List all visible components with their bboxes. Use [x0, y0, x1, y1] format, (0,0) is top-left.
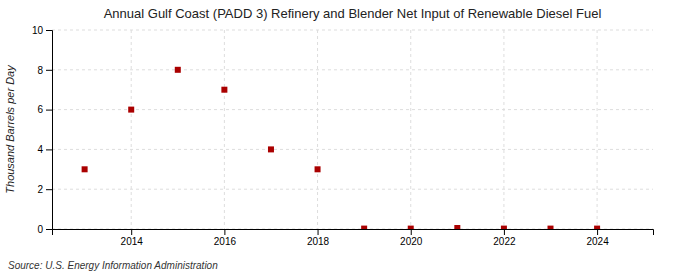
grid-line-x [410, 30, 411, 229]
y-tick: 2 [37, 184, 52, 195]
point [594, 226, 600, 229]
x-tick: 2014 [121, 229, 144, 247]
point [128, 107, 134, 113]
y-tick: 10 [32, 25, 52, 36]
y-tick: 8 [37, 65, 52, 76]
y-tick-label: 0 [37, 224, 43, 235]
x-tick-mark [504, 229, 505, 235]
x-axis-line [53, 230, 654, 236]
y-tick-label: 2 [37, 184, 43, 195]
x-tick: 2020 [400, 229, 423, 247]
x-tick: 2022 [493, 229, 516, 247]
x-tick-label: 2024 [586, 236, 609, 247]
points [82, 67, 600, 229]
point [268, 146, 274, 152]
x-tick-mark [224, 229, 225, 235]
point [454, 225, 460, 229]
grid-line-x [224, 30, 225, 229]
y-tick: 6 [37, 104, 52, 115]
x-tick-mark [318, 229, 319, 235]
y-tick: 0 [37, 224, 52, 235]
x-tick-label: 2016 [214, 236, 237, 247]
grid-line-x [317, 30, 318, 229]
grid [52, 30, 653, 229]
title: Annual Gulf Coast (PADD 3) Refinery and … [104, 6, 602, 21]
x-tick: 2018 [307, 229, 330, 247]
y-tick-mark [46, 189, 52, 190]
y-tick-mark [46, 149, 52, 150]
point [175, 67, 181, 73]
y-tick-label: 4 [37, 144, 43, 155]
grid-line-x [597, 30, 598, 229]
y-tick-label: 8 [37, 65, 43, 76]
point [221, 87, 227, 93]
y-axis-title: Thousand Barrels per Day [4, 64, 16, 194]
grid-line-x [131, 30, 132, 229]
source: Source: U.S. Energy Information Administ… [8, 260, 218, 271]
x-tick: 2016 [214, 229, 237, 247]
x-tick-label: 2020 [400, 236, 423, 247]
point [501, 226, 507, 229]
x-tick-mark [597, 229, 598, 235]
grid-line-y [52, 149, 653, 150]
y-tick-mark [46, 70, 52, 71]
point [548, 226, 554, 229]
x-tick-label: 2022 [493, 236, 516, 247]
x-tick-mark [411, 229, 412, 235]
y-tick-mark [46, 229, 52, 230]
grid-line-y [52, 69, 653, 70]
grid-line-y [52, 109, 653, 110]
x-axis: 2014 2016 2018 2020 2022 2024 [53, 229, 654, 247]
y-axis: 0 2 4 6 8 10 [32, 25, 53, 235]
grid-line-y [52, 189, 653, 190]
y-tick-mark [46, 110, 52, 111]
y-tick-mark [46, 30, 52, 31]
x-tick: 2024 [586, 229, 609, 247]
x-tick-mark [131, 229, 132, 235]
point [361, 226, 367, 229]
y-tick-label: 10 [32, 25, 44, 36]
grid-line-x [503, 30, 504, 229]
plot: 2014 2016 2018 2020 2022 2024 0 2 4 6 8 10 [32, 25, 654, 247]
y-tick: 4 [37, 144, 52, 155]
x-tick-label: 2014 [121, 236, 144, 247]
y-axis-line [46, 31, 53, 230]
point [315, 166, 321, 172]
point [82, 166, 88, 172]
x-tick-label: 2018 [307, 236, 330, 247]
point [408, 226, 414, 229]
chart: 2014 2016 2018 2020 2022 2024 0 2 4 6 8 10 Annual Gu… [0, 0, 675, 275]
y-tick-label: 6 [37, 104, 43, 115]
grid-line-y [52, 30, 653, 31]
